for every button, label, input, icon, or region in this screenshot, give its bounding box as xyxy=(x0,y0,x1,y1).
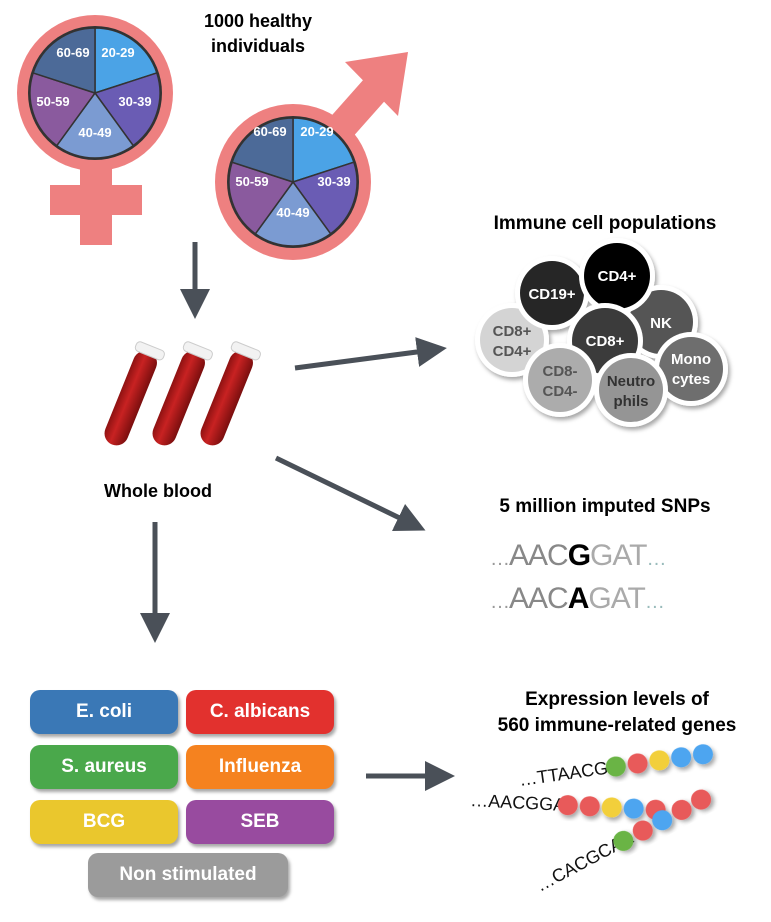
svg-text:CD19+: CD19+ xyxy=(528,286,575,303)
pie-slice xyxy=(291,161,358,235)
pie-slice xyxy=(292,117,355,184)
female-symbol: 20-29 30-39 40-49 50-59 60-69 xyxy=(17,15,173,245)
expression-title: Expression levels of xyxy=(525,689,709,710)
expression-bead xyxy=(601,797,622,818)
svg-text:cytes: cytes xyxy=(672,371,710,388)
expression-bead xyxy=(557,795,578,816)
expression-bead xyxy=(632,820,653,841)
stimulus-e-coli: E. coli xyxy=(30,690,178,734)
gene-strands: …TTAACGG…AACGGAT…CACGCAA xyxy=(470,744,713,896)
age-label: 50-59 xyxy=(36,94,69,109)
age-pie-male xyxy=(228,117,358,247)
expression-bead xyxy=(671,799,692,820)
pie-slice xyxy=(32,27,96,95)
svg-text:NK: NK xyxy=(650,315,672,332)
cell-cd4: CD4+ xyxy=(579,238,655,314)
svg-text:CD8-: CD8- xyxy=(542,363,577,380)
cell-cd19: CD19+ xyxy=(515,256,589,330)
pie-slice xyxy=(231,117,294,184)
svg-text:Mono: Mono xyxy=(671,351,711,368)
svg-text:CD4+: CD4+ xyxy=(598,268,637,285)
cell-cd8-cd4-double-negative: CD8- CD4- xyxy=(523,343,597,417)
pie-slice xyxy=(254,180,332,247)
age-pie-female xyxy=(29,27,161,159)
cell-neutrophils: Neutro phils xyxy=(594,353,668,427)
pie-slice xyxy=(94,27,158,95)
stimulus-non-stimulated: Non stimulated xyxy=(88,853,288,897)
expression-title: 560 immune-related genes xyxy=(498,715,737,736)
expression-bead xyxy=(627,753,648,774)
cell-cluster: CD8+ CD4+ CD19+ NK CD4+ CD8+ CD8- CD4- M… xyxy=(475,238,728,427)
cohort-title: individuals xyxy=(211,36,305,56)
snp-sequence-1: …AACGGAT… xyxy=(490,539,665,572)
stimulus-influenza: Influenza xyxy=(186,745,334,789)
snps-title: 5 million imputed SNPs xyxy=(499,496,710,517)
svg-text:CD8+: CD8+ xyxy=(586,333,625,350)
pie-slice xyxy=(55,91,135,159)
snp-sequence-2: …AACAGAT… xyxy=(490,582,664,615)
expression-bead xyxy=(691,789,712,810)
whole-blood-label: Whole blood xyxy=(104,481,212,501)
pie-slice xyxy=(29,71,97,147)
svg-text:CD8+: CD8+ xyxy=(493,323,532,340)
svg-text:CD4-: CD4- xyxy=(542,383,577,400)
age-label: 50-59 xyxy=(235,174,268,189)
arrow xyxy=(274,455,426,531)
age-label: 20-29 xyxy=(101,45,134,60)
gene-strand: …TTAACGG xyxy=(518,744,713,790)
age-label: 30-39 xyxy=(118,94,151,109)
svg-text:CD4+: CD4+ xyxy=(493,343,532,360)
expression-bead xyxy=(652,810,673,831)
pie-slice xyxy=(93,71,161,147)
stimulus-c-albicans: C. albicans xyxy=(186,690,334,734)
age-label: 60-69 xyxy=(253,124,286,139)
age-label: 60-69 xyxy=(56,45,89,60)
male-symbol: 20-29 30-39 40-49 50-59 60-69 xyxy=(215,52,408,260)
age-label: 20-29 xyxy=(300,124,333,139)
age-label: 30-39 xyxy=(317,174,350,189)
age-label: 40-49 xyxy=(276,205,309,220)
expression-bead xyxy=(605,756,626,777)
stimulus-s-aureus: S. aureus xyxy=(30,745,178,789)
expression-bead xyxy=(623,798,644,819)
expression-bead xyxy=(692,744,713,765)
blood-tubes-icon xyxy=(104,341,261,446)
gene-sequence: …TTAACGG xyxy=(518,756,623,790)
svg-text:phils: phils xyxy=(613,393,648,410)
pie-slice xyxy=(228,161,295,235)
stimulus-bcg: BCG xyxy=(30,800,178,844)
gene-strand: …AACGGAT xyxy=(470,790,666,820)
svg-text:Neutro: Neutro xyxy=(607,373,655,390)
cell-monocytes: Mono cytes xyxy=(654,332,728,406)
arrow xyxy=(294,337,447,371)
cells-title: Immune cell populations xyxy=(494,213,717,234)
expression-bead xyxy=(613,830,634,851)
stimulus-seb: SEB xyxy=(186,800,334,844)
expression-bead xyxy=(671,747,692,768)
cohort-title: 1000 healthy xyxy=(204,11,312,31)
expression-bead xyxy=(649,750,670,771)
expression-bead xyxy=(579,796,600,817)
age-label: 40-49 xyxy=(78,125,111,140)
